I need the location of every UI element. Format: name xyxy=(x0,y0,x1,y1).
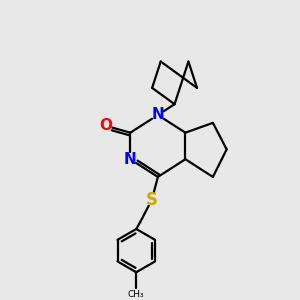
Text: N: N xyxy=(152,107,164,122)
Text: CH₃: CH₃ xyxy=(128,290,145,299)
Text: S: S xyxy=(146,190,158,208)
Text: N: N xyxy=(124,152,137,167)
Text: O: O xyxy=(99,118,112,133)
